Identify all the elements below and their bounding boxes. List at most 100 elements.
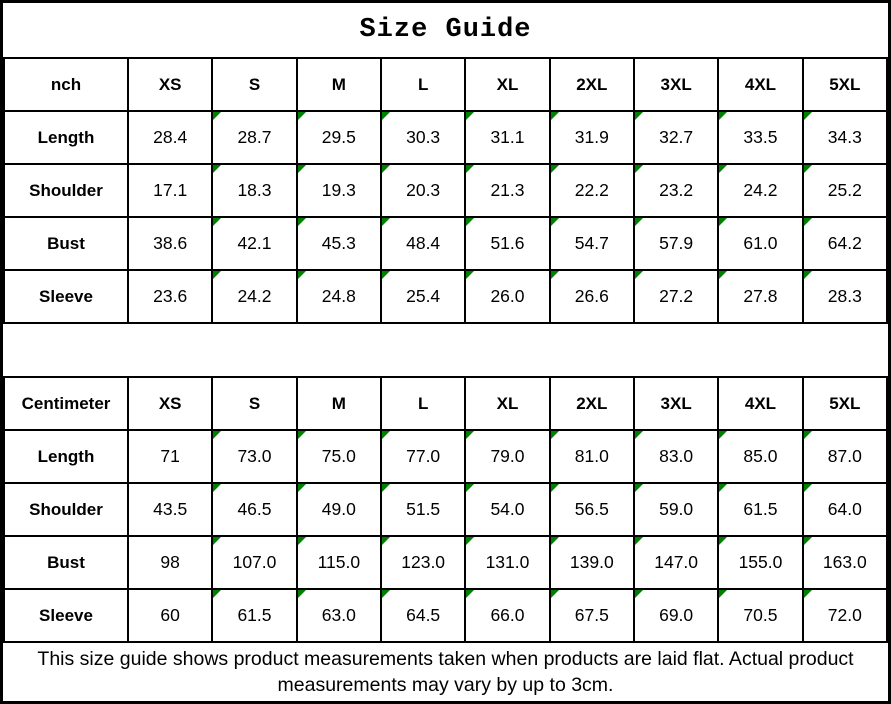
size-column-header: XS	[126, 376, 214, 431]
measurement-cell: 59.0	[632, 482, 720, 537]
measurement-cell: 85.0	[717, 429, 804, 484]
measurement-cell: 163.0	[801, 535, 888, 590]
measurement-value: 18.3	[237, 180, 272, 200]
measurement-value: 32.7	[659, 127, 694, 147]
measurement-value: 70.5	[743, 605, 778, 625]
measurement-cell: 28.7	[211, 110, 298, 165]
size-column-header: S	[211, 376, 298, 431]
size-column-header: 4XL	[717, 57, 804, 112]
measurement-cell: 115.0	[295, 535, 382, 590]
measurement-value: 29.5	[321, 127, 356, 147]
green-corner-marker-icon	[551, 485, 559, 492]
measurement-cell: 18.3	[211, 163, 298, 218]
measurement-cell: 81.0	[548, 429, 635, 484]
measurement-value: 30.3	[406, 127, 441, 147]
measurement-cell: 64.2	[801, 216, 888, 271]
measurement-cell: 60	[126, 588, 214, 643]
green-corner-marker-icon	[382, 432, 390, 439]
size-column-header: 3XL	[632, 376, 720, 431]
green-corner-marker-icon	[551, 272, 559, 279]
size-column-header: 4XL	[717, 376, 804, 431]
measurement-value: 147.0	[654, 552, 699, 572]
measurement-cell: 56.5	[548, 482, 635, 537]
measurement-value: 19.3	[321, 180, 356, 200]
measurement-value: 48.4	[406, 233, 441, 253]
measurement-value: 57.9	[659, 233, 694, 253]
green-corner-marker-icon	[720, 432, 728, 439]
measurement-value: 38.6	[153, 233, 188, 253]
green-corner-marker-icon	[635, 538, 643, 545]
measurement-value: 28.7	[237, 127, 272, 147]
green-corner-marker-icon	[467, 538, 475, 545]
green-corner-marker-icon	[382, 113, 390, 120]
size-column-header: XS	[126, 57, 214, 112]
size-table-cm-header: Centimeter XS S M L XL 2XL 3XL 4XL 5XL	[3, 376, 888, 431]
green-corner-marker-icon	[467, 219, 475, 226]
green-corner-marker-icon	[298, 591, 306, 598]
measurement-cell: 24.2	[211, 269, 298, 324]
size-column-header: XL	[464, 376, 551, 431]
measurement-row-label: Length	[3, 429, 129, 484]
measurement-cell: 26.6	[548, 269, 635, 324]
measurement-value: 27.2	[659, 286, 694, 306]
green-corner-marker-icon	[551, 591, 559, 598]
measurement-cell: 28.3	[801, 269, 888, 324]
size-column-header: 2XL	[548, 376, 635, 431]
green-corner-marker-icon	[382, 272, 390, 279]
measurement-row-label: Sleeve	[3, 588, 129, 643]
measurement-cell: 31.1	[464, 110, 551, 165]
measurement-value: 56.5	[574, 499, 609, 519]
measurement-value: 66.0	[490, 605, 525, 625]
measurement-value: 43.5	[153, 499, 188, 519]
green-corner-marker-icon	[551, 538, 559, 545]
measurement-value: 64.5	[406, 605, 441, 625]
measurement-value: 155.0	[738, 552, 783, 572]
measurement-value: 61.0	[743, 233, 778, 253]
green-corner-marker-icon	[467, 485, 475, 492]
green-corner-marker-icon	[467, 113, 475, 120]
measurement-cell: 77.0	[379, 429, 467, 484]
measurement-cell: 147.0	[632, 535, 720, 590]
green-corner-marker-icon	[804, 591, 812, 598]
green-corner-marker-icon	[720, 166, 728, 173]
size-table-inch-body: Length 28.4 28.7 29.5 30.3 31.1 31.9 32.7 33.5 34…	[3, 110, 888, 324]
green-corner-marker-icon	[551, 166, 559, 173]
measurement-cell: 70.5	[717, 588, 804, 643]
green-corner-marker-icon	[804, 113, 812, 120]
size-column-header: L	[379, 57, 467, 112]
measurement-cell: 25.2	[801, 163, 888, 218]
green-corner-marker-icon	[467, 432, 475, 439]
measurement-cell: 21.3	[464, 163, 551, 218]
measurement-value: 63.0	[321, 605, 356, 625]
measurement-value: 59.0	[659, 499, 694, 519]
measurement-value: 98	[160, 552, 180, 572]
green-corner-marker-icon	[214, 432, 222, 439]
measurement-value: 26.6	[574, 286, 609, 306]
size-column-header: L	[379, 376, 467, 431]
measurement-value: 21.3	[490, 180, 525, 200]
measurement-cell: 54.7	[548, 216, 635, 271]
measurement-cell: 23.2	[632, 163, 720, 218]
measurement-cell: 30.3	[379, 110, 467, 165]
green-corner-marker-icon	[635, 591, 643, 598]
green-corner-marker-icon	[382, 166, 390, 173]
measurement-value: 60	[160, 605, 180, 625]
table-row: Bust 38.6 42.1 45.3 48.4 51.6 54.7 57.9 61.0 64.2	[3, 216, 888, 271]
green-corner-marker-icon	[720, 538, 728, 545]
measurement-cell: 69.0	[632, 588, 720, 643]
green-corner-marker-icon	[214, 538, 222, 545]
measurement-value: 61.5	[743, 499, 778, 519]
measurement-cell: 64.0	[801, 482, 888, 537]
measurement-cell: 23.6	[126, 269, 214, 324]
green-corner-marker-icon	[804, 219, 812, 226]
measurement-cell: 71	[126, 429, 214, 484]
measurement-cell: 31.9	[548, 110, 635, 165]
measurement-value: 85.0	[743, 446, 778, 466]
measurement-value: 139.0	[569, 552, 614, 572]
green-corner-marker-icon	[720, 219, 728, 226]
measurement-cell: 72.0	[801, 588, 888, 643]
measurement-value: 83.0	[659, 446, 694, 466]
measurement-value: 25.4	[406, 286, 441, 306]
size-column-header: 2XL	[548, 57, 635, 112]
